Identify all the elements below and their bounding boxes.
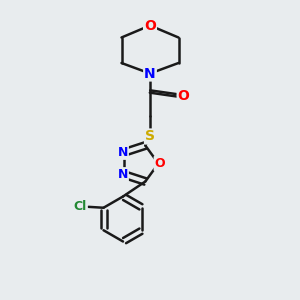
- Text: O: O: [154, 157, 165, 170]
- Text: O: O: [144, 19, 156, 32]
- Text: N: N: [118, 168, 128, 181]
- Text: Cl: Cl: [74, 200, 87, 213]
- Text: S: S: [145, 130, 155, 143]
- Text: N: N: [144, 67, 156, 80]
- Text: N: N: [118, 146, 128, 159]
- Text: O: O: [178, 89, 190, 103]
